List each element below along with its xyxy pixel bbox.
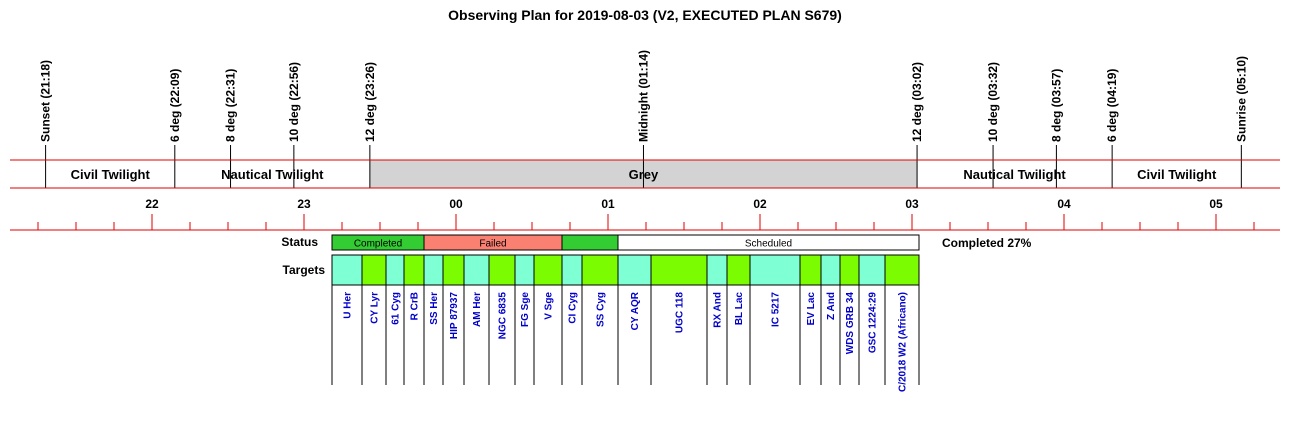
target-block [514, 254, 535, 286]
target-block [423, 254, 444, 286]
band-label: Civil Twilight [71, 167, 151, 182]
hour-label: 05 [1209, 197, 1223, 211]
target-block [706, 254, 728, 286]
target-block [403, 254, 425, 286]
hour-label: 04 [1057, 197, 1071, 211]
target-name: UGC 118 [675, 292, 686, 334]
event-label: 10 deg (22:56) [287, 62, 301, 142]
target-name: R CrB [410, 292, 421, 320]
hour-label: 22 [145, 197, 159, 211]
target-name: 61 Cyg [391, 292, 402, 325]
event-label: 8 deg (03:57) [1049, 69, 1063, 142]
event-label: 10 deg (03:32) [986, 62, 1000, 142]
event-label: Sunset (21:18) [39, 60, 53, 142]
target-block [726, 254, 751, 286]
event-label: 12 deg (03:02) [910, 62, 924, 142]
target-block [799, 254, 822, 286]
target-name: HIP 87937 [449, 292, 460, 340]
event-label: Sunrise (05:10) [1234, 56, 1248, 142]
hour-label: 01 [601, 197, 615, 211]
target-block [561, 254, 583, 286]
band-label: Civil Twilight [1137, 167, 1217, 182]
status-label: Status [281, 235, 318, 249]
target-name: GSC 1224:29 [868, 292, 879, 354]
target-name: NGC 6835 [498, 292, 509, 340]
title: Observing Plan for 2019-08-03 (V2, EXECU… [448, 7, 842, 23]
target-name: U Her [343, 292, 354, 319]
target-block [488, 254, 516, 286]
target-block [331, 254, 363, 286]
target-name: FG Sge [520, 292, 531, 327]
target-name: CY Lyr [370, 292, 381, 324]
hour-label: 03 [905, 197, 919, 211]
target-name: WDS GRB 34 [845, 292, 856, 355]
target-name: CI Cyg [568, 292, 579, 324]
event-label: 6 deg (22:09) [168, 69, 182, 142]
band-label: Nautical Twilight [963, 167, 1066, 182]
target-block [749, 254, 801, 286]
status-segment-label: Scheduled [745, 239, 792, 250]
target-name: SS Her [429, 292, 440, 325]
target-block [442, 254, 465, 286]
target-block [650, 254, 708, 286]
status-segment [617, 234, 920, 251]
event-label: Midnight (01:14) [636, 50, 650, 142]
status-segment-label: Completed [354, 239, 402, 250]
target-name: BL Lac [734, 292, 745, 326]
target-block [820, 254, 841, 286]
band-label: Nautical Twilight [221, 167, 324, 182]
target-name: RX And [713, 292, 724, 328]
target-name: V Sge [544, 292, 555, 320]
target-block [463, 254, 490, 286]
target-name: CY AQR [630, 291, 641, 330]
status-segment-label: Failed [479, 239, 506, 250]
status-segment [561, 234, 619, 251]
target-block [617, 254, 652, 286]
event-label: 12 deg (23:26) [363, 62, 377, 142]
targets-label: Targets [283, 263, 326, 277]
hour-label: 02 [753, 197, 767, 211]
status-summary: Completed 27% [942, 236, 1032, 250]
target-name: EV Lac [806, 292, 817, 326]
hour-label: 23 [297, 197, 311, 211]
target-name: C/2018 W2 (Africano) [898, 292, 909, 392]
event-label: 6 deg (04:19) [1105, 69, 1119, 142]
target-name: AM Her [472, 292, 483, 327]
target-name: Z And [826, 292, 837, 320]
target-block [839, 254, 860, 286]
target-block [581, 254, 619, 286]
target-block [361, 254, 387, 286]
target-block [884, 254, 920, 286]
target-block [858, 254, 886, 286]
target-block [533, 254, 563, 286]
target-name: SS Cyg [596, 292, 607, 327]
event-label: 8 deg (22:31) [224, 69, 238, 142]
target-name: IC 5217 [771, 292, 782, 327]
hour-label: 00 [449, 197, 463, 211]
target-block [385, 254, 405, 286]
